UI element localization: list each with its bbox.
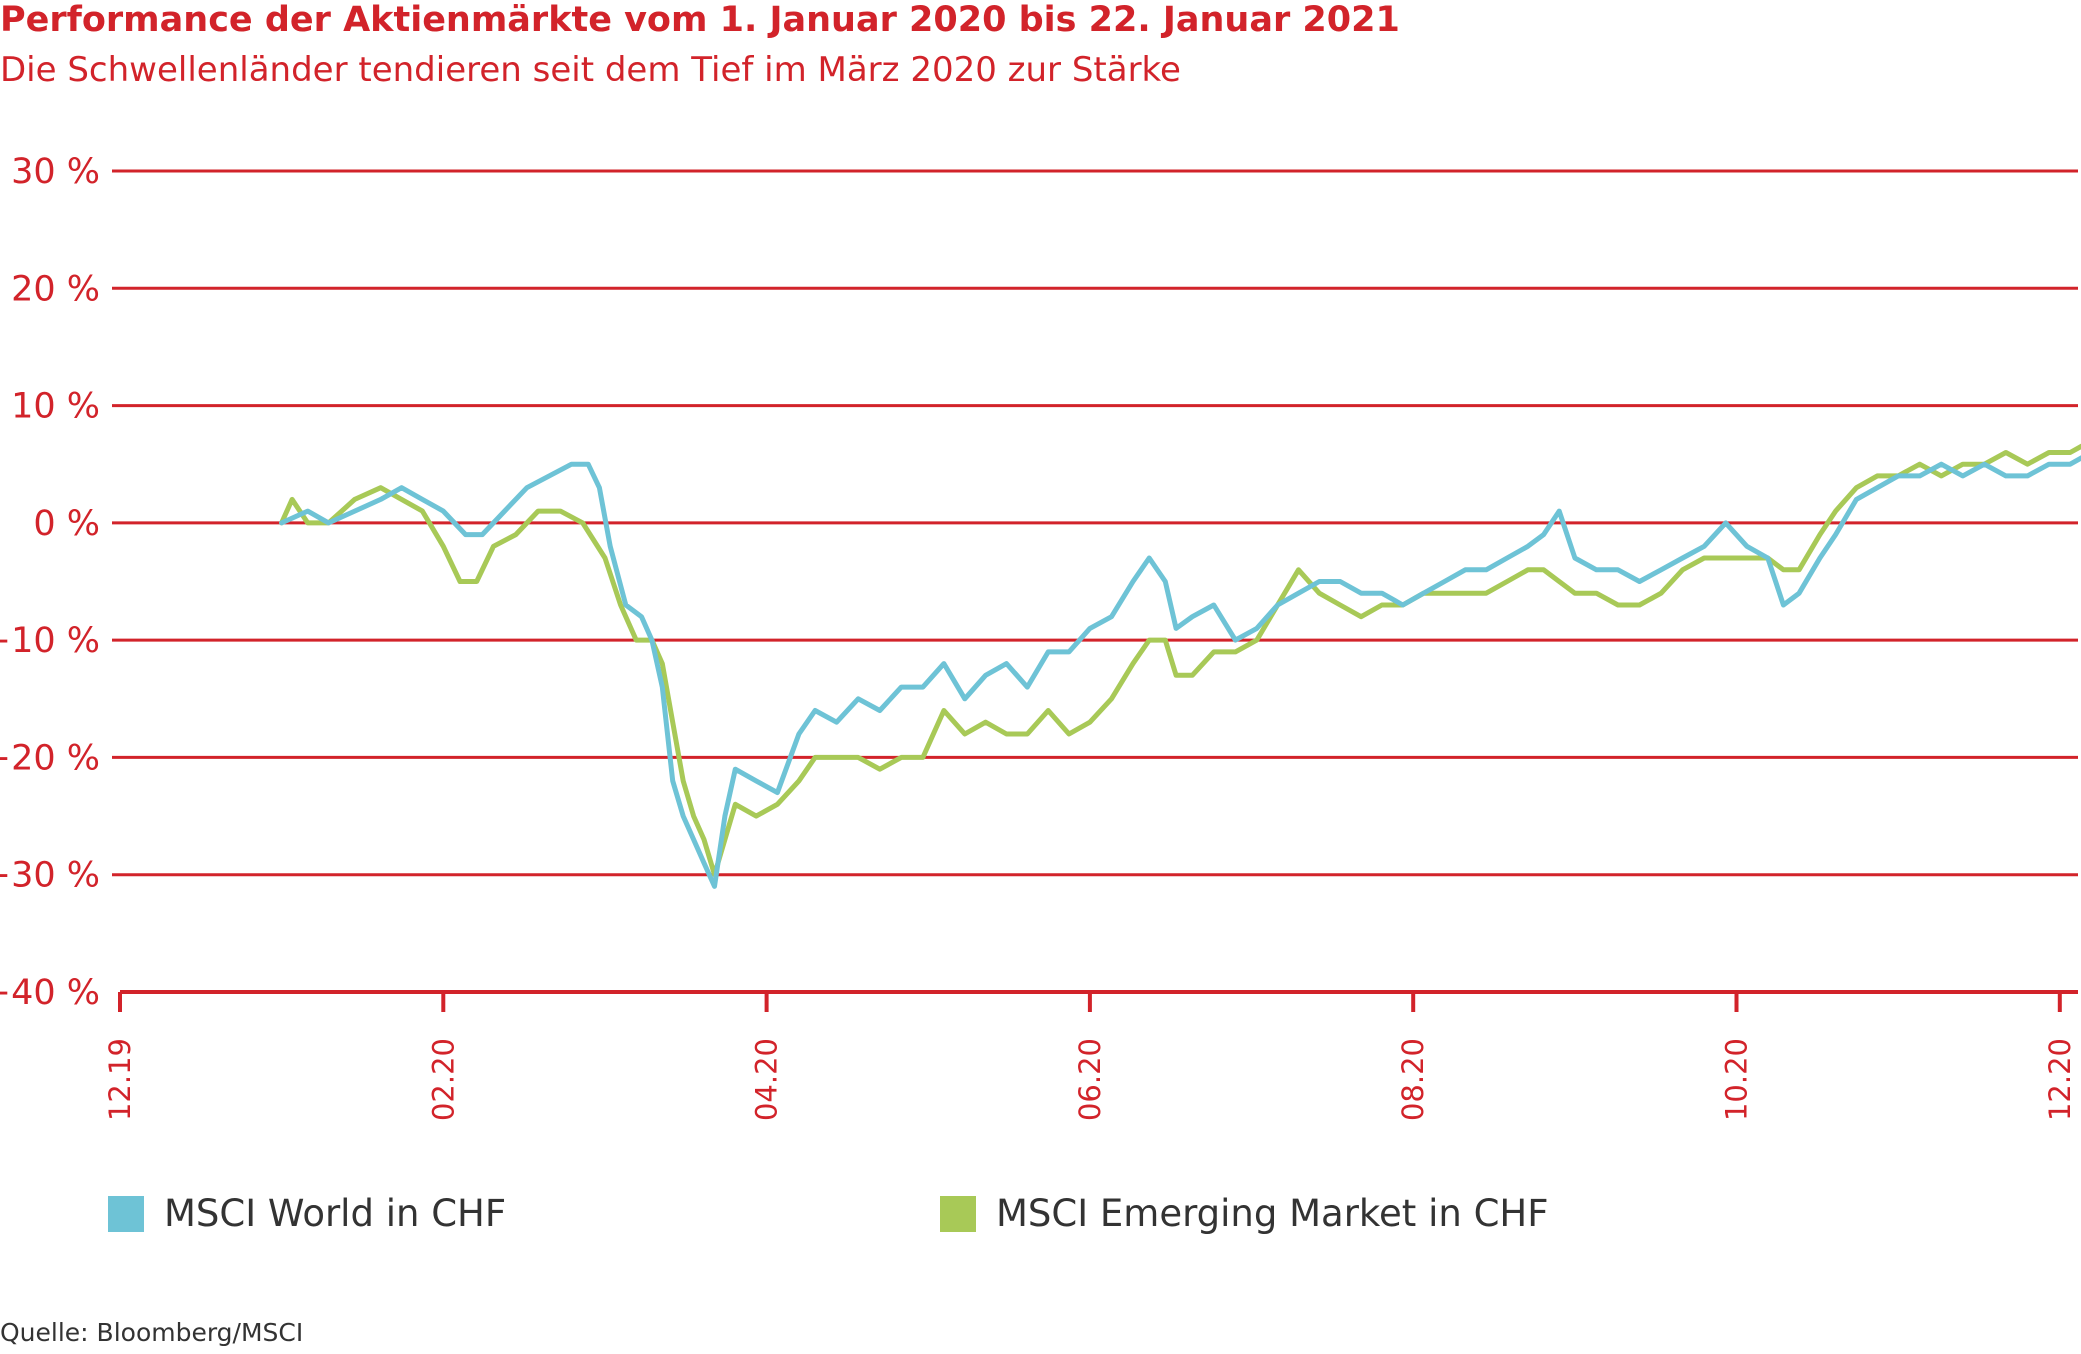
legend-item-msci-emerging: MSCI Emerging Market in CHF xyxy=(940,1192,1549,1235)
legend-swatch-msci-emerging xyxy=(940,1195,976,1232)
legend-swatch-msci-world xyxy=(108,1195,144,1232)
series-line-msci-world xyxy=(279,455,2081,889)
y-axis-tick-labels: 30 % 20 % 10 % 0 % −10 % −20 % −30 % −40 % xyxy=(0,152,100,1013)
gridlines xyxy=(112,169,2078,877)
series-lines xyxy=(279,443,2081,889)
legend-label-msci-emerging: MSCI Emerging Market in CHF xyxy=(996,1192,1549,1235)
y-tick-label: −10 % xyxy=(0,621,100,661)
x-tick-label: 12.20 xyxy=(2043,1038,2077,1121)
x-tick-label: 02.20 xyxy=(426,1038,460,1121)
y-tick-label: 0 % xyxy=(33,504,100,544)
x-tick-label: 06.20 xyxy=(1073,1038,1107,1121)
series-line-msci-emerging xyxy=(279,443,2081,878)
y-tick-label: 30 % xyxy=(11,152,100,192)
chart-subtitle: Die Schwellenländer tendieren seit dem T… xyxy=(0,50,1181,90)
legend-label-msci-world: MSCI World in CHF xyxy=(164,1192,507,1235)
chart-title: Performance der Aktienmärkte vom 1. Janu… xyxy=(0,0,1400,40)
y-tick-label: 10 % xyxy=(11,387,100,427)
x-axis: 12.19 02.20 04.20 06.20 08.20 10.20 12.20 xyxy=(103,990,2078,1121)
y-tick-label: 20 % xyxy=(11,269,100,309)
source-note: Quelle: Bloomberg/MSCI xyxy=(0,1318,304,1347)
x-tick-label: 08.20 xyxy=(1396,1038,1430,1121)
y-tick-label: −30 % xyxy=(0,856,100,896)
x-tick-label: 04.20 xyxy=(750,1038,784,1121)
legend-item-msci-world: MSCI World in CHF xyxy=(108,1192,506,1235)
x-tick-label: 10.20 xyxy=(1720,1038,1754,1121)
y-tick-label: −40 % xyxy=(0,973,100,1013)
x-tick-label: 12.19 xyxy=(103,1038,137,1121)
y-tick-label: −20 % xyxy=(0,738,100,778)
